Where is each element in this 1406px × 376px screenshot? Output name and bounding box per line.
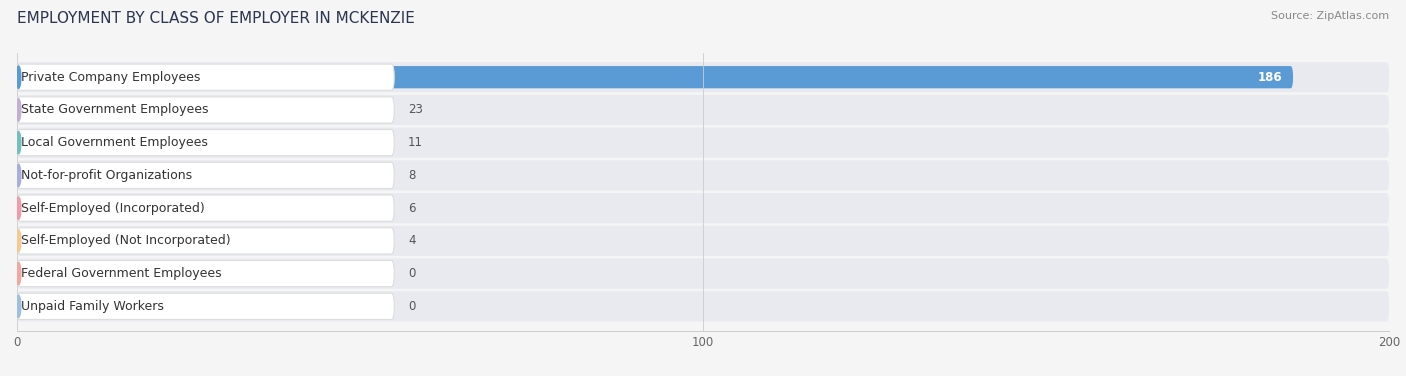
- FancyBboxPatch shape: [17, 259, 1389, 289]
- Circle shape: [17, 230, 21, 252]
- FancyBboxPatch shape: [17, 160, 1389, 191]
- FancyBboxPatch shape: [17, 66, 1294, 88]
- FancyBboxPatch shape: [17, 195, 394, 221]
- FancyBboxPatch shape: [17, 130, 394, 156]
- Circle shape: [17, 66, 21, 88]
- FancyBboxPatch shape: [17, 164, 72, 186]
- Circle shape: [17, 99, 21, 121]
- FancyBboxPatch shape: [17, 230, 45, 252]
- Circle shape: [17, 164, 21, 186]
- FancyBboxPatch shape: [17, 99, 174, 121]
- Text: Source: ZipAtlas.com: Source: ZipAtlas.com: [1271, 11, 1389, 21]
- FancyBboxPatch shape: [17, 197, 58, 219]
- Text: 0: 0: [408, 300, 415, 313]
- Text: Self-Employed (Incorporated): Self-Employed (Incorporated): [21, 202, 204, 215]
- FancyBboxPatch shape: [17, 97, 394, 123]
- Text: 186: 186: [1258, 71, 1282, 84]
- Text: 23: 23: [408, 103, 423, 117]
- Circle shape: [17, 262, 21, 285]
- FancyBboxPatch shape: [17, 228, 394, 254]
- Text: Self-Employed (Not Incorporated): Self-Employed (Not Incorporated): [21, 234, 231, 247]
- FancyBboxPatch shape: [17, 127, 1389, 158]
- Text: State Government Employees: State Government Employees: [21, 103, 208, 117]
- Text: Local Government Employees: Local Government Employees: [21, 136, 208, 149]
- FancyBboxPatch shape: [17, 262, 38, 285]
- Text: Private Company Employees: Private Company Employees: [21, 71, 200, 84]
- FancyBboxPatch shape: [17, 64, 394, 90]
- Text: EMPLOYMENT BY CLASS OF EMPLOYER IN MCKENZIE: EMPLOYMENT BY CLASS OF EMPLOYER IN MCKEN…: [17, 11, 415, 26]
- FancyBboxPatch shape: [17, 226, 1389, 256]
- FancyBboxPatch shape: [17, 293, 394, 320]
- FancyBboxPatch shape: [17, 261, 394, 287]
- FancyBboxPatch shape: [17, 193, 1389, 223]
- Text: 11: 11: [408, 136, 423, 149]
- Text: Federal Government Employees: Federal Government Employees: [21, 267, 221, 280]
- Circle shape: [17, 132, 21, 154]
- Text: 8: 8: [408, 169, 415, 182]
- Text: 0: 0: [408, 267, 415, 280]
- Circle shape: [17, 295, 21, 317]
- Circle shape: [17, 197, 21, 219]
- FancyBboxPatch shape: [17, 62, 1389, 92]
- Text: 4: 4: [408, 234, 415, 247]
- Text: Not-for-profit Organizations: Not-for-profit Organizations: [21, 169, 191, 182]
- FancyBboxPatch shape: [17, 295, 38, 317]
- Text: 6: 6: [408, 202, 415, 215]
- FancyBboxPatch shape: [17, 95, 1389, 125]
- FancyBboxPatch shape: [17, 291, 1389, 321]
- FancyBboxPatch shape: [17, 132, 93, 154]
- Text: Unpaid Family Workers: Unpaid Family Workers: [21, 300, 163, 313]
- FancyBboxPatch shape: [17, 162, 394, 188]
